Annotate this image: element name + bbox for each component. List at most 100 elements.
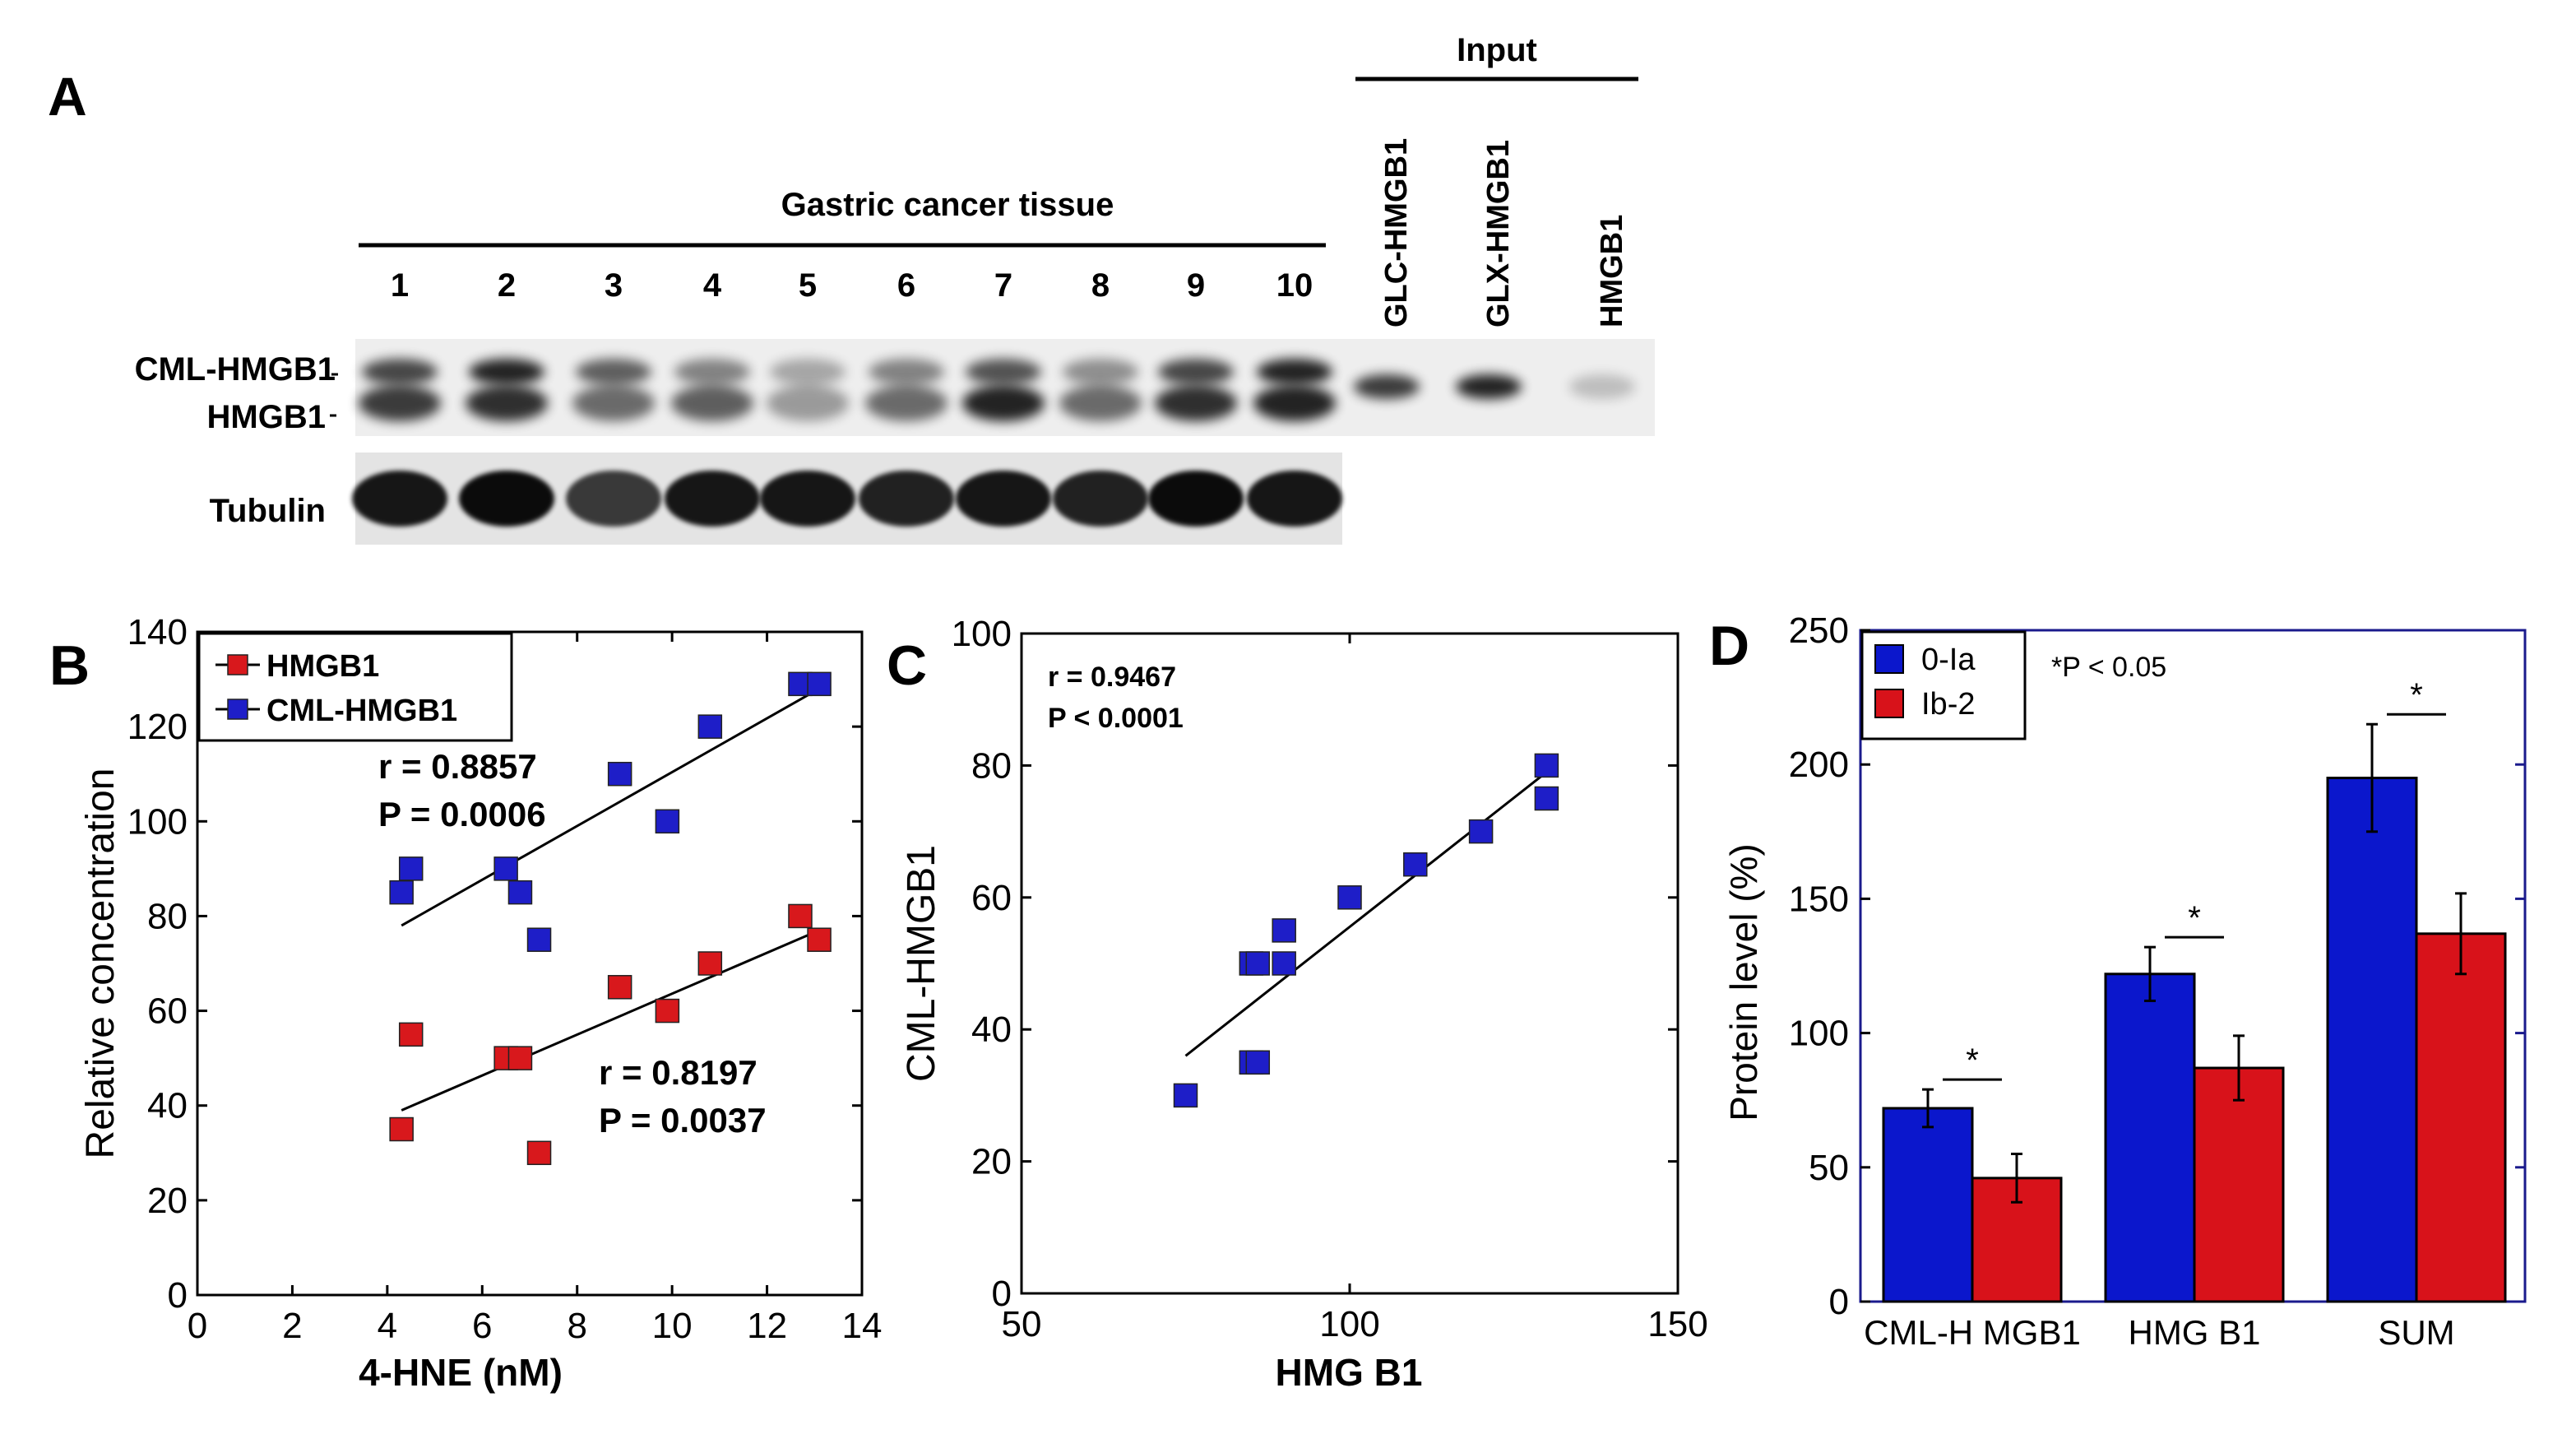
blot-band-hmgb1 — [767, 385, 849, 421]
data-point — [1337, 885, 1362, 910]
panel-c-letter: C — [887, 634, 927, 697]
panel-c-xlabel: HMG B1 — [1276, 1351, 1423, 1394]
data-point — [389, 880, 414, 905]
y-tick-label: 200 — [1789, 745, 1849, 785]
blot-band-tubulin — [1053, 471, 1148, 527]
blot-band-tubulin — [665, 471, 760, 527]
panel-c-axes: 50 100 150 0 20 40 60 80 100 — [952, 614, 1708, 1344]
legend-label: Ib-2 — [1921, 687, 1975, 722]
panel-d-ylabel: Protein level (%) — [1722, 843, 1765, 1121]
blot-band-input — [1354, 374, 1420, 399]
lane-label: 5 — [799, 267, 817, 304]
y-tick-label: 100 — [1789, 1014, 1849, 1054]
y-tick-label: 0 — [992, 1274, 1012, 1314]
lane-label: 10 — [1276, 267, 1313, 304]
blot-band-hmgb1 — [1059, 385, 1142, 421]
panel-c: C 50 100 150 0 20 40 60 80 100 r = 0.9467 P < 0.… — [887, 614, 1708, 1394]
blot-band-input — [1569, 374, 1635, 399]
panel-d-bars — [1882, 722, 2507, 1303]
y-tick-label: 80 — [971, 745, 1012, 786]
data-point — [398, 856, 424, 881]
bar — [2104, 972, 2196, 1303]
significance-star: * — [2410, 677, 2423, 713]
blot-band-cml-hmgb1 — [1257, 359, 1332, 385]
data-point — [1272, 951, 1296, 976]
legend-label: HMGB1 — [266, 649, 379, 684]
data-point — [607, 975, 632, 1000]
panel-d-legend: 0-Ia Ib-2 — [1860, 630, 2027, 740]
data-point — [655, 809, 680, 834]
blot-band-cml-hmgb1 — [869, 359, 944, 385]
fit-line — [401, 929, 820, 1112]
x-tick-label: 4 — [378, 1306, 397, 1346]
x-tick-label: 0 — [188, 1306, 207, 1346]
blot-band-hmgb1 — [1253, 385, 1336, 421]
data-point — [1534, 753, 1559, 778]
blot-band-hmgb1 — [1155, 385, 1237, 421]
blot-band-tubulin — [1247, 471, 1342, 527]
data-point — [697, 951, 723, 976]
legend-marker — [1874, 689, 1904, 718]
data-point — [1272, 918, 1296, 943]
fit-line — [401, 687, 820, 927]
category-label: CML-H MGB1 — [1864, 1313, 2081, 1352]
panel-c-stat-r: r = 0.9467 — [1048, 661, 1176, 693]
blot-band-tubulin — [459, 471, 554, 527]
row-label-cml-hmgb1: CML-HMGB1 — [135, 351, 336, 388]
blot-band-input — [1456, 374, 1522, 399]
input-label: Input — [1457, 32, 1537, 68]
data-point — [807, 671, 832, 697]
panel-b-legend-box — [197, 632, 513, 742]
x-tick-label: 150 — [1647, 1304, 1707, 1344]
panel-a-letter: A — [48, 66, 87, 127]
panel-c-stat-p: P < 0.0001 — [1048, 703, 1184, 734]
data-point — [493, 856, 518, 881]
x-tick-label: 8 — [567, 1306, 586, 1346]
panel-d-axes: 0 50 100 150 200 250 CML-H MGB1 HMG B1 SUM — [1789, 610, 2525, 1352]
data-point — [526, 1140, 552, 1166]
data-point — [526, 927, 552, 952]
y-tick-label: 20 — [971, 1142, 1012, 1182]
data-point — [1173, 1083, 1198, 1108]
panel-d-annotation: *P < 0.05 — [2051, 652, 2166, 683]
data-point — [1403, 852, 1428, 877]
row-label-tubulin: Tubulin — [210, 493, 326, 529]
y-tick-label: 50 — [1809, 1148, 1849, 1188]
input-lane-labels: GLC-HMGB1 GLX-HMGB1 HMGB1 — [1379, 138, 1629, 327]
x-tick-label: 2 — [282, 1306, 302, 1346]
bar — [2193, 1066, 2285, 1303]
lane-label: 9 — [1187, 267, 1205, 304]
panel-d-significance: * * * — [1943, 677, 2446, 1081]
y-tick-label: 100 — [127, 801, 188, 842]
y-tick-label: 20 — [147, 1181, 188, 1221]
data-point — [1245, 1050, 1271, 1075]
y-tick-label: 100 — [952, 614, 1012, 654]
panel-b-fit-lines — [401, 687, 820, 1112]
blot-band-cml-hmgb1 — [362, 359, 438, 385]
fit-line — [1184, 771, 1548, 1057]
y-tick-label: 0 — [1829, 1282, 1849, 1322]
lane-label: 8 — [1091, 267, 1110, 304]
blot-band-hmgb1 — [466, 385, 548, 421]
panel-d-letter: D — [1709, 615, 1749, 677]
x-tick-label: 12 — [747, 1306, 787, 1346]
legend-label: 0-Ia — [1921, 643, 1976, 677]
data-point — [1245, 951, 1271, 976]
data-point — [697, 714, 723, 739]
x-tick-label: 100 — [1319, 1304, 1379, 1344]
input-lane-label: GLC-HMGB1 — [1379, 138, 1414, 327]
bar — [1882, 1107, 1974, 1303]
panel-b-points — [389, 671, 832, 1166]
input-lane-label: HMGB1 — [1595, 215, 1629, 327]
panel-b-ylabel: Relative concentration — [79, 768, 123, 1159]
blot-band-cml-hmgb1 — [770, 359, 846, 385]
bar — [2415, 932, 2507, 1303]
blot-band-cml-hmgb1 — [1063, 359, 1138, 385]
blot-band-hmgb1 — [865, 385, 947, 421]
data-point — [1468, 819, 1494, 844]
y-tick-label: 60 — [147, 991, 188, 1032]
blot-band-hmgb1 — [962, 385, 1045, 421]
data-point — [1534, 786, 1559, 811]
